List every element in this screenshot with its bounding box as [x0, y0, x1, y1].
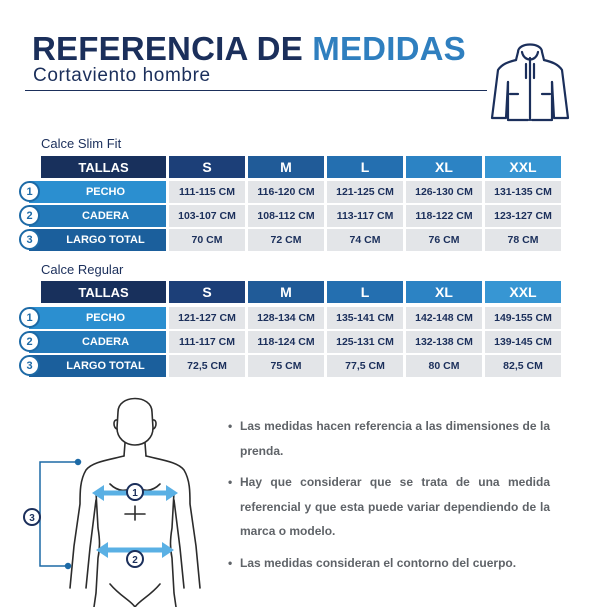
marker-3: 3: [23, 508, 41, 526]
marker-label: 2: [132, 555, 138, 566]
value-cell: 116-120 CM: [248, 181, 324, 203]
page-title: REFERENCIA DE MEDIDAS: [32, 32, 466, 65]
note-text: Las medidas consideran el contorno del c…: [240, 555, 517, 570]
torso-outline-icon: [69, 397, 201, 607]
size-header-s: S: [169, 156, 245, 178]
value-cell: 82,5 CM: [485, 355, 561, 377]
row-number-badge: 2: [19, 331, 40, 352]
section-label-slim-fit: Calce Slim Fit: [41, 136, 122, 151]
note-item: • Las medidas hacen referencia a las dim…: [228, 414, 550, 463]
value-cell: 121-125 CM: [327, 181, 403, 203]
size-header-m: M: [248, 281, 324, 303]
title-divider: [25, 90, 487, 91]
tallas-header: TALLAS: [41, 156, 166, 178]
bullet-icon: •: [228, 475, 233, 489]
row-label-cadera: CADERA: [29, 205, 166, 227]
value-cell: 149-155 CM: [485, 307, 561, 329]
marker-2: 2: [126, 550, 144, 568]
value-cell: 108-112 CM: [248, 205, 324, 227]
row-label-cadera: CADERA: [29, 331, 166, 353]
value-cell: 75 CM: [248, 355, 324, 377]
body-measurement-figure: 1 2 3: [23, 397, 201, 607]
bullet-icon: •: [228, 419, 233, 433]
row-label-pecho: PECHO: [29, 181, 166, 203]
size-header-xl: XL: [406, 156, 482, 178]
row-number-badge: 2: [19, 205, 40, 226]
size-header-l: L: [327, 156, 403, 178]
value-cell: 76 CM: [406, 229, 482, 251]
value-cell: 123-127 CM: [485, 205, 561, 227]
value-cell: 126-130 CM: [406, 181, 482, 203]
note-item: • Las medidas consideran el contorno del…: [228, 551, 550, 576]
value-cell: 139-145 CM: [485, 331, 561, 353]
size-header-xxl: XXL: [485, 156, 561, 178]
value-cell: 113-117 CM: [327, 205, 403, 227]
size-header-xxl: XXL: [485, 281, 561, 303]
value-cell: 72,5 CM: [169, 355, 245, 377]
value-cell: 80 CM: [406, 355, 482, 377]
page-subtitle: Cortaviento hombre: [33, 65, 211, 86]
value-cell: 111-115 CM: [169, 181, 245, 203]
title-part2: MEDIDAS: [312, 30, 466, 67]
value-cell: 74 CM: [327, 229, 403, 251]
value-cell: 77,5 CM: [327, 355, 403, 377]
row-label-largo-total: LARGO TOTAL: [29, 229, 166, 251]
value-cell: 125-131 CM: [327, 331, 403, 353]
length-bracket: [39, 458, 82, 570]
size-header-l: L: [327, 281, 403, 303]
marker-label: 3: [29, 513, 35, 524]
size-header-xl: XL: [406, 281, 482, 303]
tallas-header: TALLAS: [41, 281, 166, 303]
row-label-largo-total: LARGO TOTAL: [29, 355, 166, 377]
value-cell: 118-124 CM: [248, 331, 324, 353]
value-cell: 142-148 CM: [406, 307, 482, 329]
value-cell: 70 CM: [169, 229, 245, 251]
value-cell: 72 CM: [248, 229, 324, 251]
jacket-icon: [490, 43, 570, 122]
value-cell: 135-141 CM: [327, 307, 403, 329]
notes-list: • Las medidas hacen referencia a las dim…: [228, 414, 550, 582]
row-number-badge: 1: [19, 307, 40, 328]
note-text: Las medidas hacen referencia a las dimen…: [240, 419, 550, 458]
row-number-badge: 3: [19, 229, 40, 250]
value-cell: 132-138 CM: [406, 331, 482, 353]
note-item: • Hay que considerar que se trata de una…: [228, 470, 550, 544]
value-cell: 103-107 CM: [169, 205, 245, 227]
marker-1: 1: [126, 483, 144, 501]
size-header-m: M: [248, 156, 324, 178]
value-cell: 111-117 CM: [169, 331, 245, 353]
value-cell: 128-134 CM: [248, 307, 324, 329]
row-label-pecho: PECHO: [29, 307, 166, 329]
note-text: Hay que considerar que se trata de una m…: [240, 475, 550, 538]
size-header-s: S: [169, 281, 245, 303]
value-cell: 131-135 CM: [485, 181, 561, 203]
title-part1: REFERENCIA DE: [32, 30, 303, 67]
bullet-icon: •: [228, 555, 233, 570]
section-label-regular: Calce Regular: [41, 262, 124, 277]
marker-label: 1: [132, 488, 138, 499]
value-cell: 118-122 CM: [406, 205, 482, 227]
row-number-badge: 1: [19, 181, 40, 202]
value-cell: 121-127 CM: [169, 307, 245, 329]
value-cell: 78 CM: [485, 229, 561, 251]
row-number-badge: 3: [19, 355, 40, 376]
